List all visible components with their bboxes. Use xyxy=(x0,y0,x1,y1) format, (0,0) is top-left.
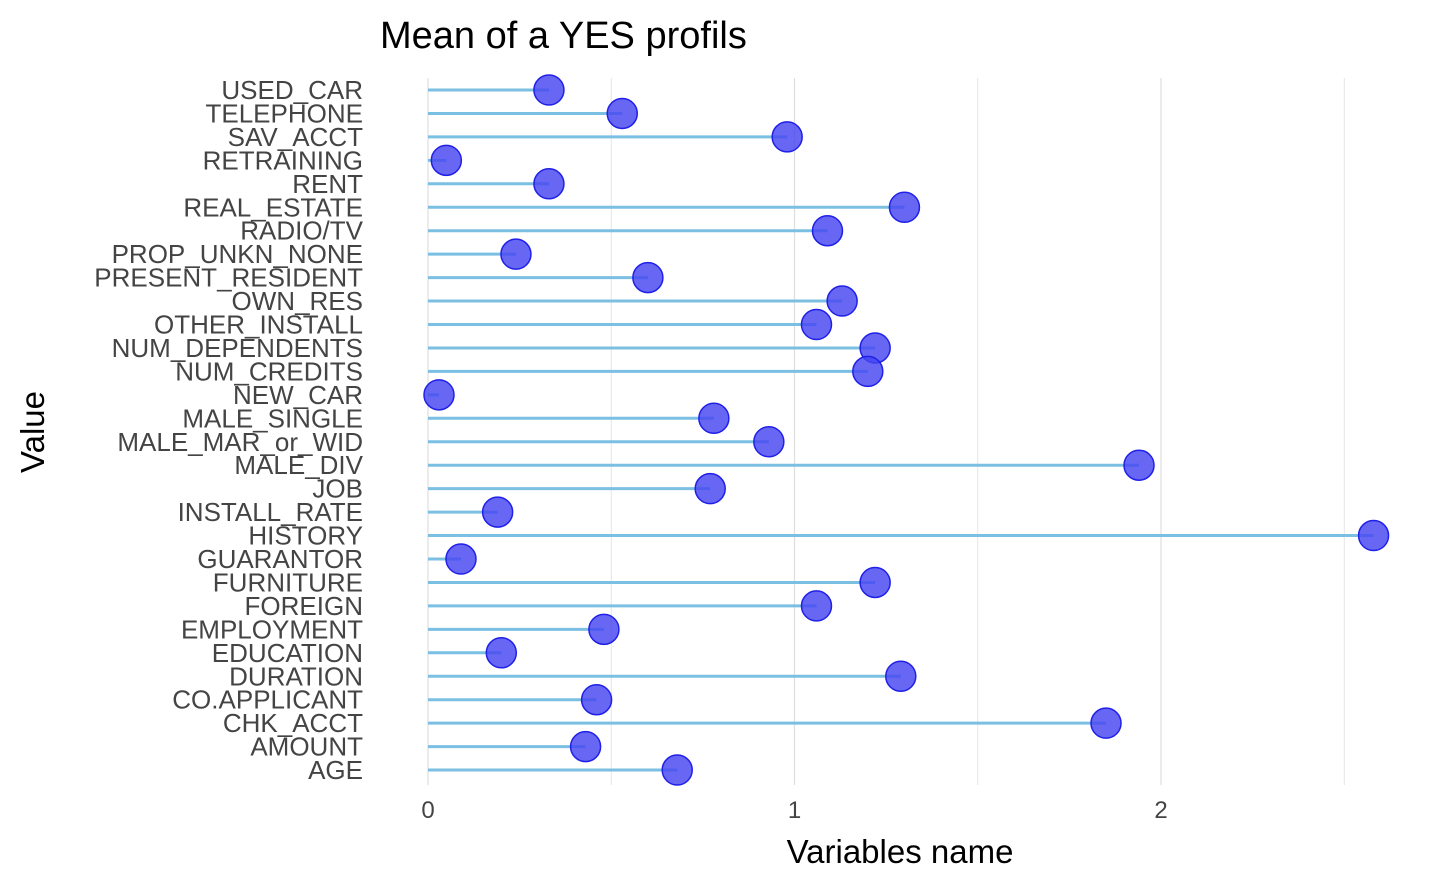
category-label: AMOUNT xyxy=(250,732,363,762)
lollipop-point xyxy=(430,144,463,177)
category-label: MALE_DIV xyxy=(234,450,363,480)
lollipop-point xyxy=(1123,449,1155,481)
category-label: AGE xyxy=(308,755,363,785)
lollipop-point xyxy=(569,730,602,763)
category-label: FURNITURE xyxy=(213,567,363,597)
category-label: GUARANTOR xyxy=(197,544,363,574)
lollipop-point xyxy=(885,660,917,692)
lollipop-point xyxy=(661,754,693,786)
lollipop-point xyxy=(698,402,730,435)
category-label: PRESENT_RESIDENT xyxy=(94,263,363,293)
lollipop-point xyxy=(423,379,455,411)
lollipop-point xyxy=(852,355,884,388)
gridlines xyxy=(427,78,1345,785)
y-axis-category-labels: USED_CARTELEPHONESAV_ACCTRETRAININGRENTR… xyxy=(94,75,363,785)
lollipop-point xyxy=(485,637,518,669)
lollipop-point xyxy=(800,590,833,622)
lollipop-point xyxy=(753,426,785,458)
category-label: CO.APPLICANT xyxy=(172,685,363,715)
category-label: REAL_ESTATE xyxy=(183,192,363,222)
category-label: CHK_ACCT xyxy=(223,708,363,738)
lollipop-point xyxy=(580,683,613,716)
category-label: FOREIGN xyxy=(245,591,363,621)
lollipop-points xyxy=(423,74,1390,786)
category-label: EMPLOYMENT xyxy=(181,614,363,644)
category-label: PROP_UNKN_NONE xyxy=(112,239,363,269)
lollipop-point xyxy=(888,191,921,223)
category-label: RENT xyxy=(292,169,363,199)
x-tick-label: 2 xyxy=(1154,797,1167,824)
x-tick-label: 0 xyxy=(421,797,434,824)
x-axis-title: Variables name xyxy=(787,833,1014,870)
lollipop-point xyxy=(533,168,565,200)
lollipop-point xyxy=(800,308,833,341)
category-label: NUM_DEPENDENTS xyxy=(112,333,363,363)
category-label: MALE_MAR_or_WID xyxy=(117,427,363,457)
lollipop-point xyxy=(606,97,638,130)
lollipop-point xyxy=(445,543,477,575)
chart-title: Mean of a YES profils xyxy=(380,15,747,57)
category-label: EDUCATION xyxy=(212,638,363,668)
y-axis-title: Value xyxy=(14,391,51,473)
lollipop-point xyxy=(694,472,726,505)
category-label: JOB xyxy=(312,474,363,504)
lollipop-point xyxy=(481,496,514,528)
lollipop-point xyxy=(811,214,844,247)
category-label: TELEPHONE xyxy=(206,98,364,128)
category-label: MALE_SINGLE xyxy=(182,403,363,433)
category-label: OTHER_INSTALL xyxy=(154,310,363,340)
lollipop-point xyxy=(771,121,803,153)
category-label: NEW_CAR xyxy=(233,380,363,410)
lollipop-point xyxy=(1357,519,1390,552)
lollipop-point xyxy=(533,74,565,106)
x-tick-label: 1 xyxy=(788,797,801,824)
lollipop-point xyxy=(1090,707,1122,739)
lollipop-point xyxy=(826,285,858,317)
category-label: OWN_RES xyxy=(232,286,363,316)
category-label: SAV_ACCT xyxy=(228,122,363,152)
category-label: NUM_CREDITS xyxy=(175,356,363,386)
x-axis-tick-labels: 0 1 2 xyxy=(421,797,1167,824)
category-label: RADIO/TV xyxy=(240,216,363,246)
category-label: INSTALL_RATE xyxy=(178,497,363,527)
lollipop-point xyxy=(859,566,891,599)
category-label: HISTORY xyxy=(248,521,363,551)
category-label: RETRAINING xyxy=(203,145,363,175)
lollipop-point xyxy=(588,613,620,646)
category-label: USED_CAR xyxy=(221,75,363,105)
lollipop-point xyxy=(632,261,664,294)
lollipop-point xyxy=(500,238,532,270)
category-label: DURATION xyxy=(229,661,363,691)
